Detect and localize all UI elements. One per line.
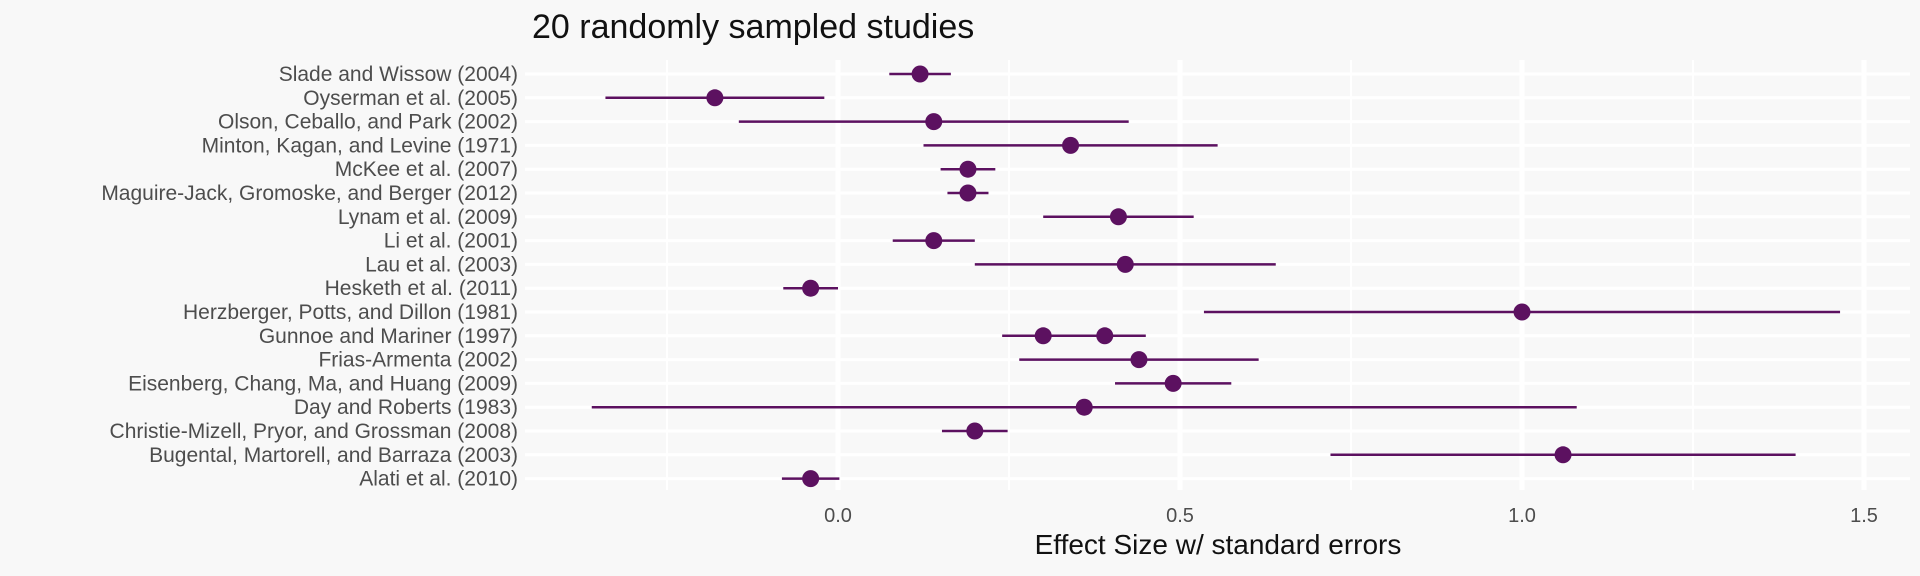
effect-point [1554, 446, 1572, 464]
effect-point [1096, 327, 1114, 345]
x-tick-label: 1.5 [1850, 505, 1878, 527]
effect-point [925, 232, 943, 250]
effect-point [925, 113, 943, 131]
y-tick-label: Lau et al. (2003) [365, 253, 518, 276]
effect-point [1034, 327, 1052, 345]
y-tick-label: Oyserman et al. (2005) [303, 87, 518, 110]
effect-point [706, 89, 724, 107]
y-tick-label: Alati et al. (2010) [359, 468, 518, 491]
y-tick-labels: Slade and Wissow (2004)Oyserman et al. (… [101, 63, 518, 491]
y-tick-label: Gunnoe and Mariner (1997) [259, 325, 518, 348]
effect-point [959, 184, 977, 202]
y-tick-label: Olson, Ceballo, and Park (2002) [218, 111, 518, 134]
y-tick-label: Eisenberg, Chang, Ma, and Huang (2009) [128, 372, 518, 395]
y-tick-label: Hesketh et al. (2011) [325, 277, 518, 300]
x-axis-label: Effect Size w/ standard errors [1035, 529, 1402, 560]
effect-point [959, 160, 977, 178]
effect-point [1075, 398, 1093, 416]
y-tick-label: Frias-Armenta (2002) [318, 349, 518, 372]
y-tick-label: Lynam et al. (2009) [338, 206, 518, 229]
y-tick-label: Slade and Wissow (2004) [279, 63, 518, 86]
x-tick-label: 0.0 [824, 505, 852, 527]
y-tick-label: Christie-Mizell, Pryor, and Grossman (20… [110, 420, 518, 443]
effect-point [1513, 303, 1531, 321]
grid-layer [525, 60, 1910, 490]
y-tick-label: Maguire-Jack, Gromoske, and Berger (2012… [101, 182, 518, 205]
effect-point [1109, 208, 1127, 226]
y-tick-label: Minton, Kagan, and Levine (1971) [202, 134, 518, 157]
effect-point [966, 422, 984, 440]
effect-point [1062, 136, 1080, 154]
effect-point [1130, 351, 1148, 369]
x-tick-label: 1.0 [1508, 505, 1536, 527]
y-tick-label: Li et al. (2001) [384, 230, 518, 253]
effect-point [802, 279, 820, 297]
effect-point [911, 65, 929, 83]
x-tick-labels: 0.0 0.5 1.0 1.5 [824, 505, 1878, 527]
y-tick-label: Bugental, Martorell, and Barraza (2003) [149, 444, 518, 467]
x-tick-label: 0.5 [1166, 505, 1194, 527]
chart-title: 20 randomly sampled studies [532, 8, 974, 46]
y-tick-label: Herzberger, Potts, and Dillon (1981) [183, 301, 518, 324]
y-tick-label: Day and Roberts (1983) [294, 396, 518, 419]
y-tick-label: McKee et al. (2007) [335, 158, 518, 181]
effect-point [1164, 374, 1182, 392]
effect-point [1116, 255, 1134, 273]
effect-point [802, 470, 820, 488]
study-marks [591, 65, 1841, 488]
